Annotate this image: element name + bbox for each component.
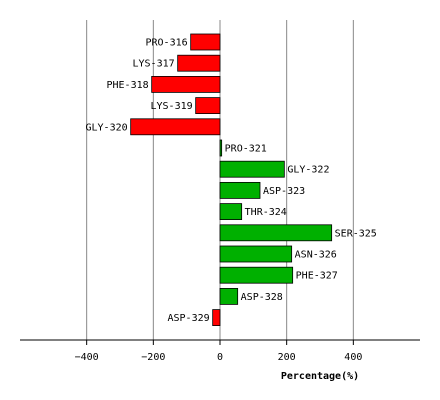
bar-label: PRO-321: [225, 144, 267, 155]
bar-label: GLY-320: [86, 122, 128, 133]
bar: [219, 181, 261, 199]
bar: [195, 97, 221, 114]
bar-label: PHE-318: [107, 80, 149, 91]
x-axis-title: Percentage(%): [281, 371, 359, 382]
x-tick-label: −400: [75, 352, 99, 363]
bar: [219, 266, 294, 284]
x-tick-label: 0: [217, 352, 223, 363]
bar: [190, 33, 221, 51]
bar-label: SER-325: [335, 228, 377, 239]
bar: [219, 224, 333, 242]
bar: [212, 309, 221, 327]
bar: [219, 287, 239, 305]
x-tick-label: −200: [141, 352, 165, 363]
x-tick-label: 200: [278, 352, 296, 363]
bar-label: ASP-323: [263, 186, 305, 197]
bar: [151, 76, 221, 93]
bar-label: LYS-317: [133, 59, 175, 70]
bar-label: ASP-329: [168, 313, 210, 324]
bar-label: GLY-322: [287, 165, 329, 176]
x-tick-label: 400: [344, 352, 362, 363]
x-axis-ticks: −400 −200 0 200 400: [75, 340, 362, 363]
bar-label: PHE-327: [296, 271, 338, 282]
bar: [219, 139, 223, 157]
bar-label: LYS-319: [151, 101, 193, 112]
bar-label: THR-324: [245, 207, 287, 218]
grid-lines: [86, 20, 354, 340]
bar: [219, 203, 243, 221]
bar: [130, 118, 221, 136]
bar: [177, 54, 221, 72]
bar-label: PRO-316: [146, 38, 188, 49]
bar-label: ASP-328: [241, 292, 283, 303]
bar: [219, 160, 285, 178]
bars: [130, 33, 333, 327]
bar: [219, 245, 293, 263]
bar-label: ASN-326: [295, 250, 337, 261]
